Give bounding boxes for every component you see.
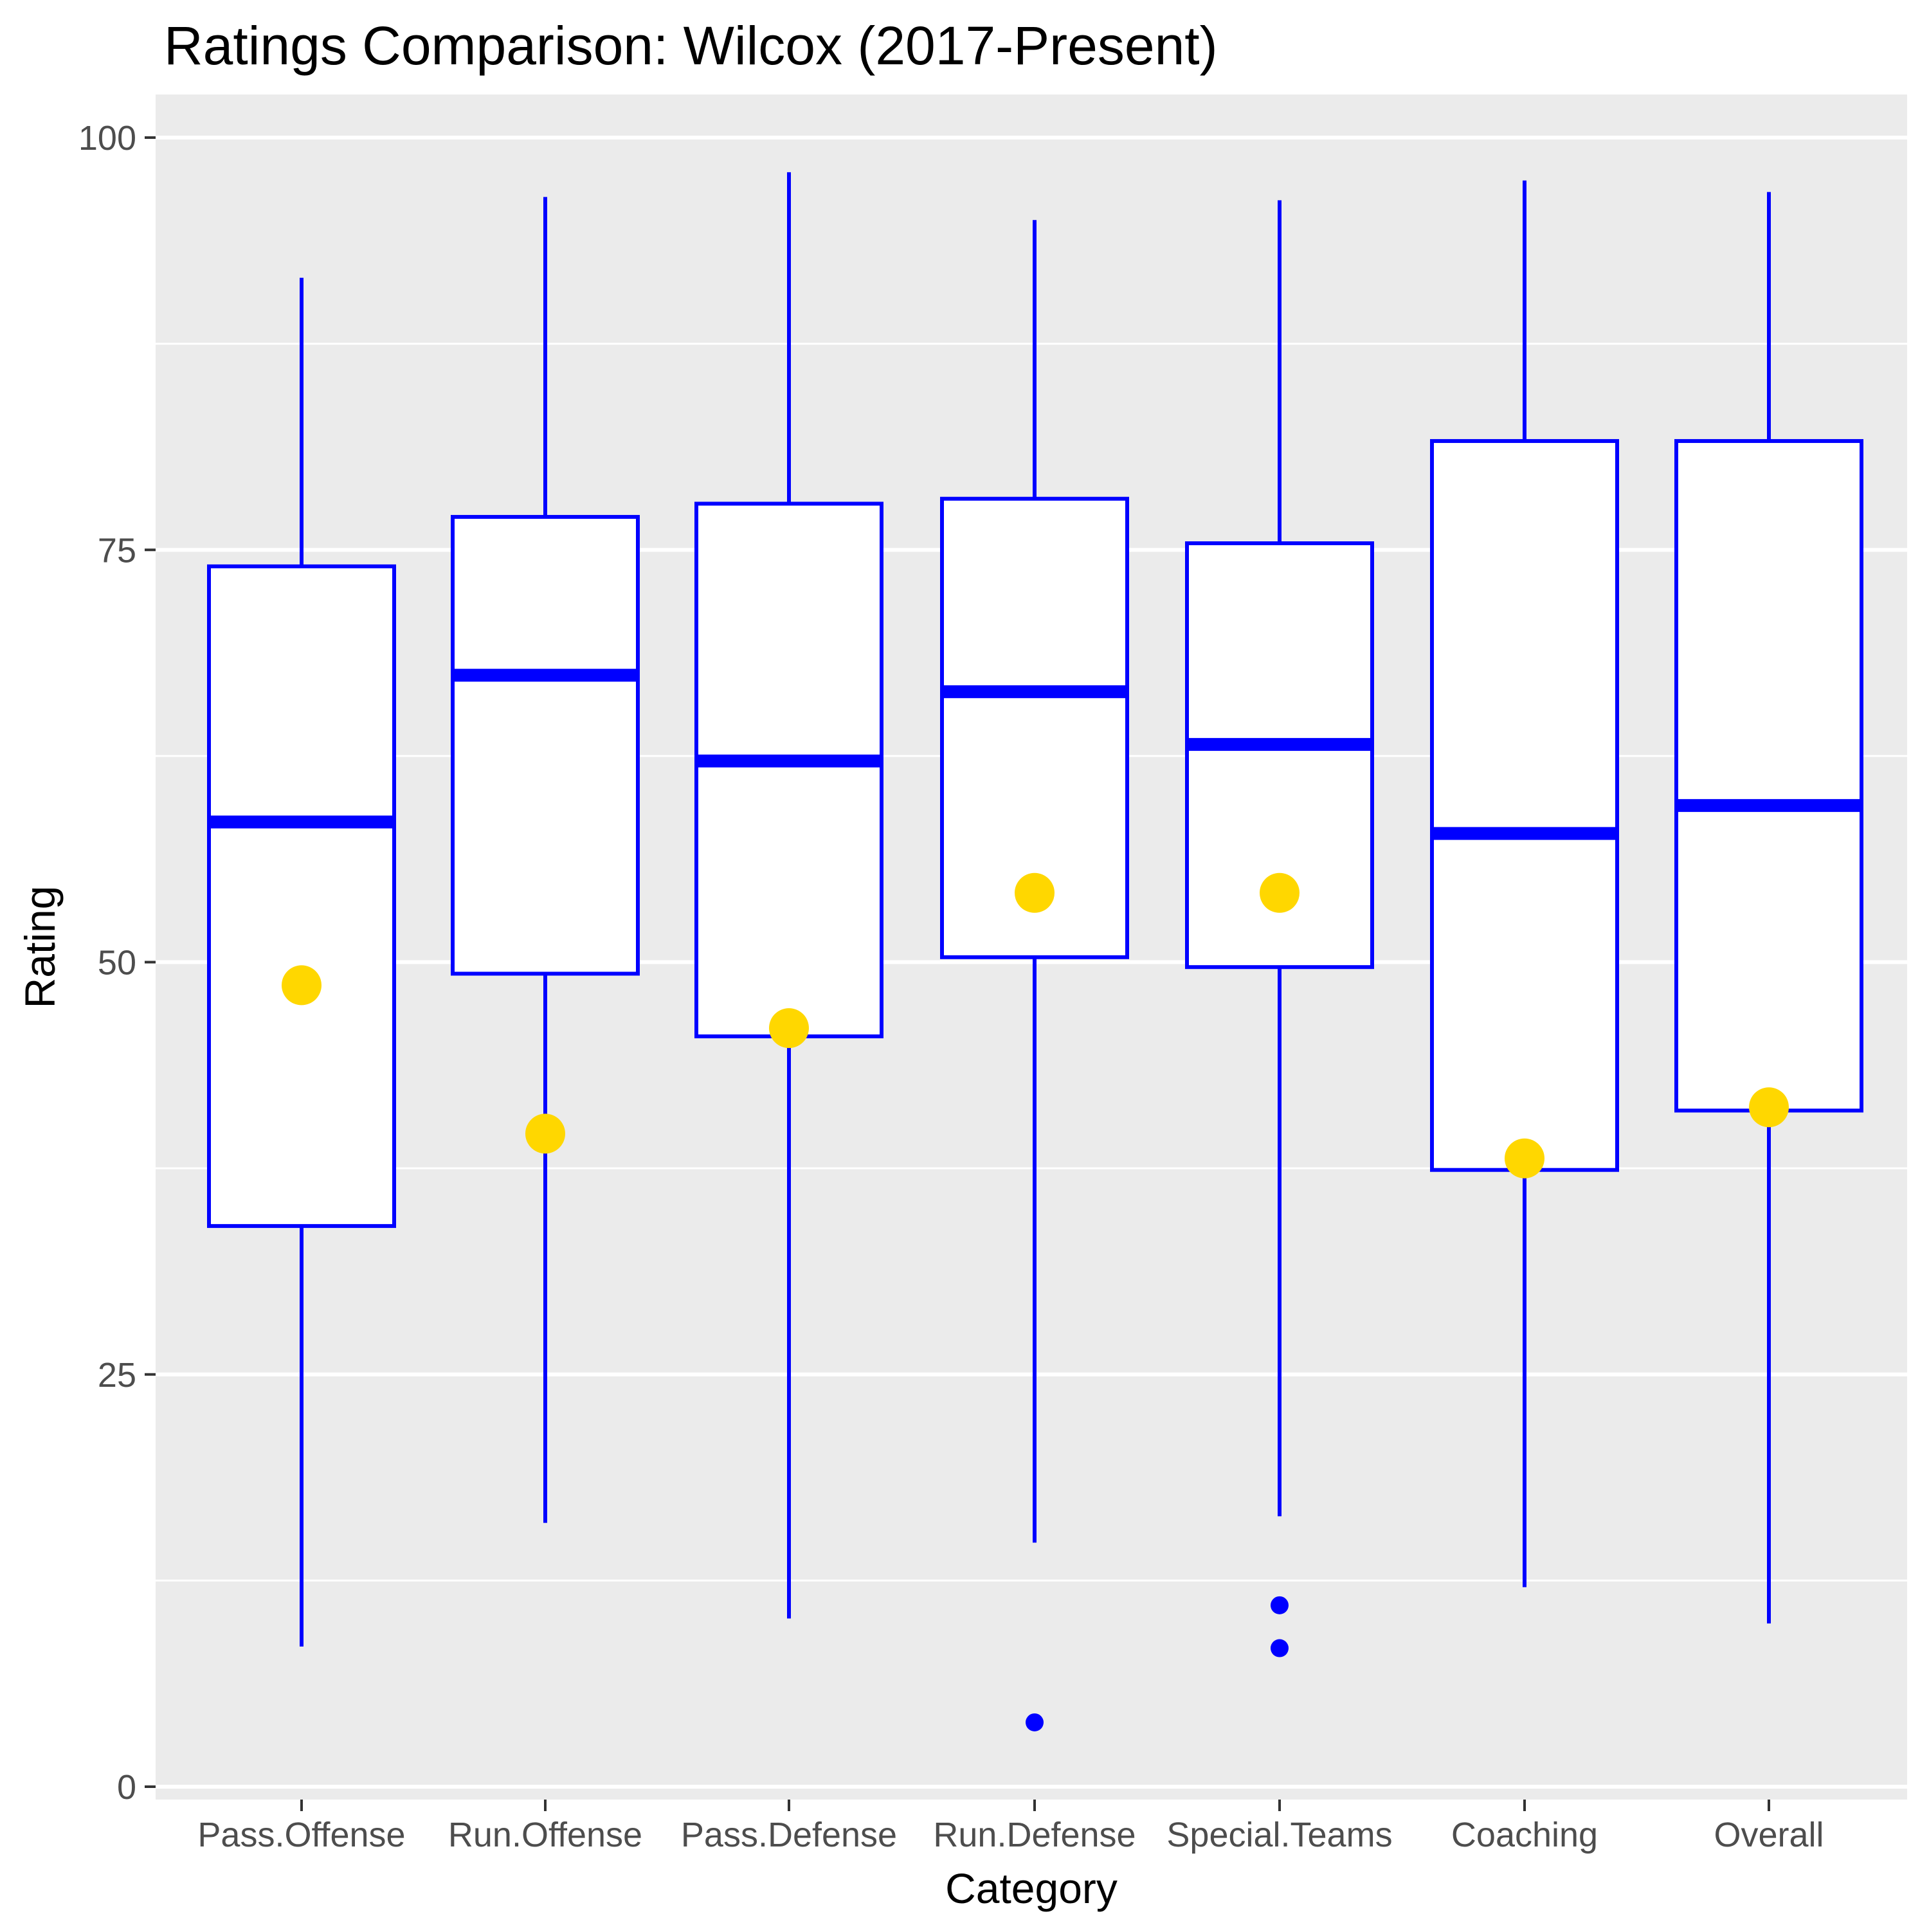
y-axis-title: Rating [16, 886, 64, 1009]
mean-dot [525, 1114, 565, 1154]
axis-tick-labels: 0 25 50 75 100 Pass.Offense Run.Offense Pass.De… [78, 119, 1824, 1854]
outlier-dot [1026, 1713, 1044, 1731]
mean-dot [282, 965, 322, 1006]
outlier-dot [1271, 1639, 1289, 1657]
x-tick-label-pass-defense: Pass.Defense [681, 1816, 897, 1854]
boxplot-pass-defense [694, 172, 883, 1619]
boxplot-overall [1674, 192, 1863, 1624]
boxplot-run-offense [451, 197, 640, 1523]
outlier-dot [1271, 1596, 1289, 1614]
mean-dot [1505, 1138, 1544, 1178]
x-tick-label-overall: Overall [1714, 1816, 1824, 1854]
y-tick-label: 75 [98, 531, 136, 570]
y-tick-label: 0 [117, 1768, 136, 1807]
iqr-box [694, 501, 883, 1038]
x-tick-label-run-offense: Run.Offense [448, 1816, 642, 1854]
boxplot-special-teams [1185, 200, 1374, 1657]
x-axis-title: Category [945, 1864, 1118, 1912]
mean-dot [1015, 872, 1055, 913]
iqr-box [207, 564, 396, 1228]
iqr-box [1674, 438, 1863, 1113]
iqr-box [451, 514, 640, 976]
y-tick-label: 100 [78, 119, 136, 158]
axis-tick-marks [145, 136, 1770, 1811]
boxplot-run-defense [940, 220, 1129, 1731]
x-tick-label-pass-offense: Pass.Offense [197, 1816, 405, 1854]
x-tick-label-coaching: Coaching [1451, 1816, 1598, 1854]
x-tick-label-run-defense: Run.Defense [933, 1816, 1136, 1854]
mean-dot [1260, 872, 1300, 913]
boxplot-coaching [1430, 180, 1619, 1587]
boxplots [207, 172, 1863, 1731]
y-tick-label: 25 [98, 1356, 136, 1395]
boxplot-pass-offense [207, 278, 396, 1647]
mean-dot [1749, 1087, 1789, 1128]
y-tick-label: 50 [98, 944, 136, 982]
x-tick-label-special-teams: Special.Teams [1166, 1816, 1392, 1854]
mean-dot [769, 1008, 809, 1049]
chart-title: Ratings Comparison: Wilcox (2017-Present… [164, 15, 1218, 76]
iqr-box [1430, 438, 1619, 1172]
